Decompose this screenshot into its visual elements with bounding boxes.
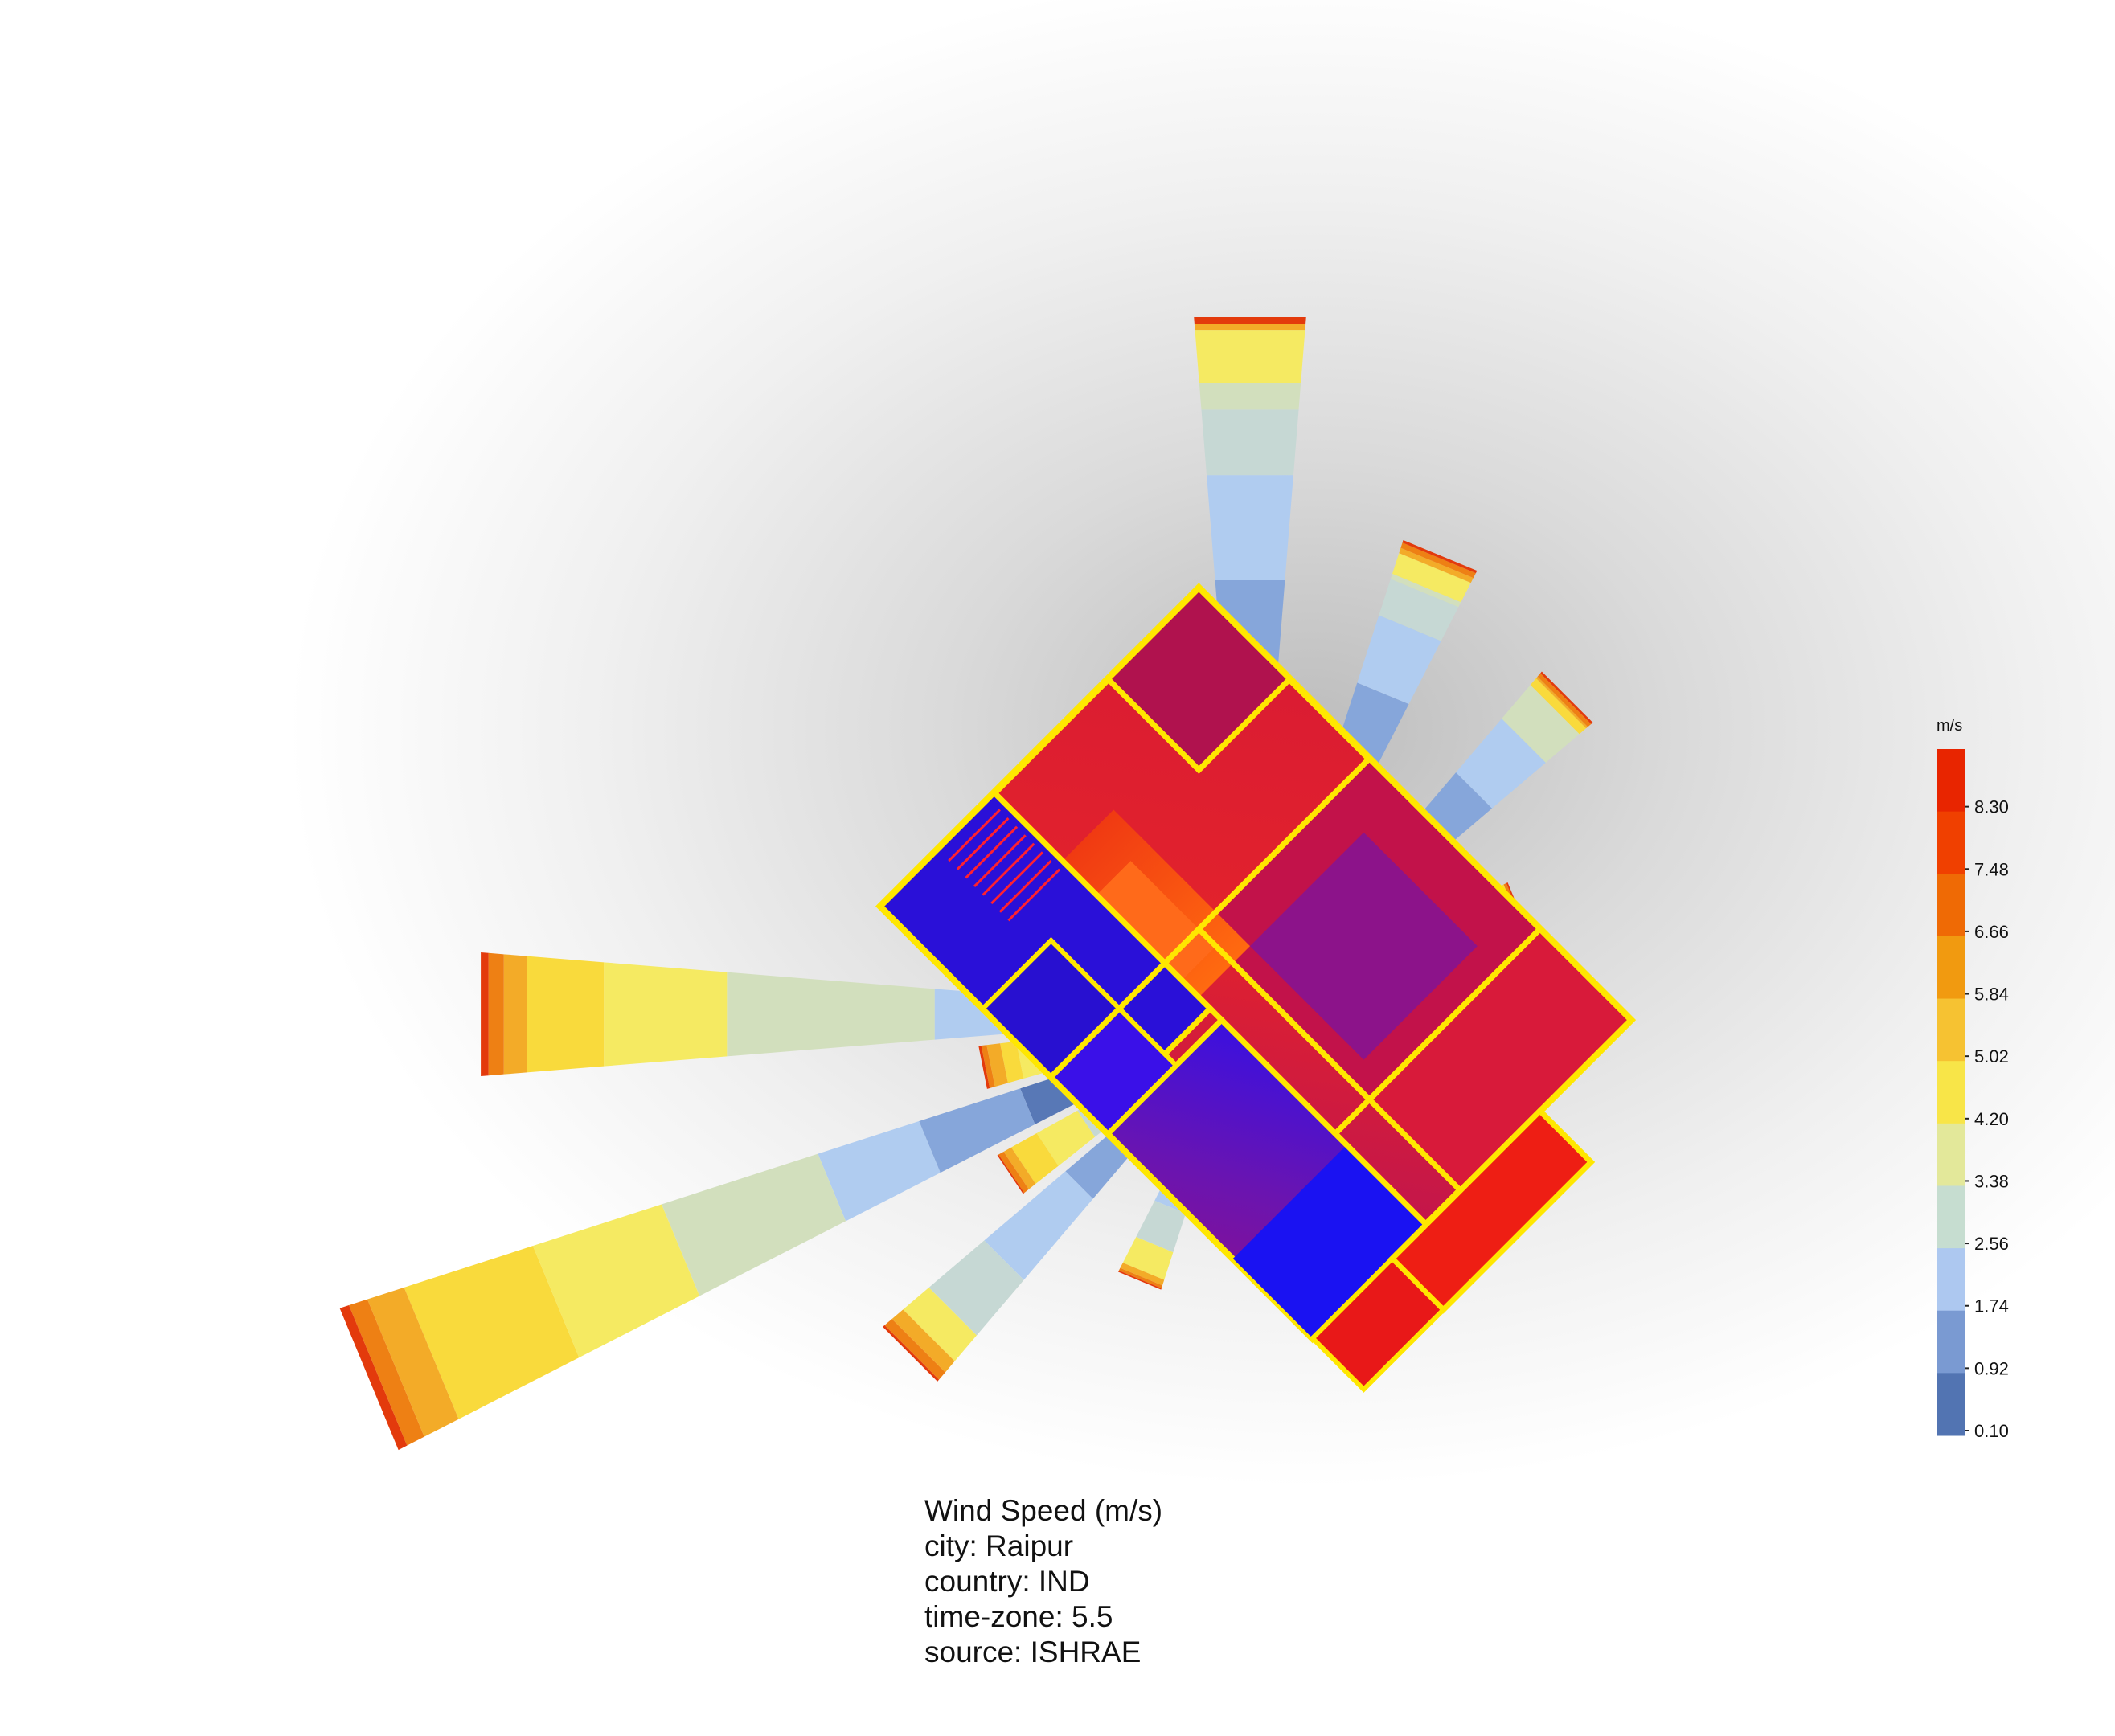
petal-9-band-8 (981, 1045, 995, 1088)
petal-8-band-7 (367, 1287, 459, 1437)
petal-10-band-6 (527, 956, 605, 1073)
petal-5-band-8 (1118, 1267, 1163, 1288)
petal-10-band-4 (727, 972, 935, 1057)
caption-source: source: ISHRAE (924, 1636, 1142, 1668)
petal-8-band-4 (661, 1153, 846, 1296)
chart-caption: Wind Speed (m/s) city: Raipur country: I… (924, 1493, 1162, 1670)
petal-7-band-8 (998, 1151, 1029, 1194)
legend-band-5 (1937, 1061, 1965, 1124)
legend-band-7 (1937, 1185, 1965, 1249)
legend-tick-label: 6.66 (1974, 922, 2009, 942)
legend-band-0 (1937, 749, 1965, 813)
petal-2-band-2 (1456, 719, 1546, 809)
building-room (1104, 583, 1294, 774)
petal-10-band-8 (488, 952, 504, 1076)
petal-2-band-8 (1537, 673, 1592, 727)
caption-city: city: Raipur (924, 1529, 1074, 1562)
petal-1-band-4 (1390, 573, 1461, 608)
legend-unit-label: m/s (1937, 717, 1963, 735)
petal-1-band-2 (1357, 615, 1441, 704)
petal-10-band-5 (604, 962, 728, 1067)
petal-6-band-8 (884, 1319, 945, 1380)
petal-2-band-7 (1535, 676, 1588, 729)
staircase (948, 809, 1061, 922)
caption-title: Wind Speed (m/s) (924, 1494, 1163, 1527)
legend-tick-label: 4.20 (1974, 1109, 2009, 1129)
petal-5-band-7 (1120, 1263, 1165, 1286)
legend-band-1 (1937, 811, 1965, 874)
petal-8-band-1 (919, 1088, 1035, 1173)
petal-2-band-9 (1540, 671, 1593, 724)
petal-7-band-7 (1003, 1147, 1036, 1189)
building-plan (875, 583, 1637, 1393)
petal-8-band-5 (532, 1204, 700, 1358)
building-room (1232, 1144, 1427, 1339)
building-walls (992, 756, 1543, 1227)
building-room (1079, 861, 1216, 997)
petal-7-band-9 (997, 1154, 1025, 1194)
petal-0-band-3 (1201, 409, 1299, 476)
petal-1-band-3 (1379, 579, 1459, 641)
petal-5-band-5 (1122, 1236, 1174, 1280)
legend-band-4 (1937, 998, 1965, 1062)
legend-tick-label: 5.02 (1974, 1046, 2009, 1067)
legend-tick-label: 0.10 (1974, 1421, 2009, 1441)
legend-tick-label: 0.92 (1974, 1358, 2009, 1378)
petal-1-band-8 (1400, 542, 1476, 579)
legend-band-3 (1937, 936, 1965, 1000)
petal-9-band-9 (978, 1045, 990, 1089)
petal-10-band-7 (503, 954, 527, 1075)
building-annex (1309, 1255, 1447, 1393)
petal-2-band-4 (1502, 685, 1580, 763)
petal-2-band-6 (1530, 678, 1587, 735)
color-legend: 8.30 7.48 6.66 5.84 5.02 4.20 3.38 2.56 1.74 0.92… (1937, 749, 2009, 1441)
petal-6-band-9 (883, 1325, 940, 1382)
petal-1-band-9 (1402, 540, 1478, 574)
legend-band-2 (1937, 874, 1965, 937)
petal-8-band-2 (818, 1121, 941, 1222)
legend-band-10 (1937, 1373, 1965, 1436)
petal-5-band-9 (1118, 1270, 1162, 1290)
petal-1-band-7 (1399, 547, 1474, 583)
legend-band-6 (1937, 1123, 1965, 1186)
petal-6-band-2 (984, 1171, 1093, 1280)
petal-8-band-6 (404, 1246, 580, 1419)
petal-8-band-8 (349, 1299, 424, 1446)
petal-8-band-9 (339, 1305, 408, 1451)
caption-country: country: IND (924, 1565, 1090, 1598)
legend-tick-label: 2.56 (1974, 1234, 2009, 1254)
legend-tick-label: 8.30 (1974, 797, 2009, 817)
petal-9-band-7 (986, 1043, 1008, 1087)
petal-0-band-7 (1194, 323, 1306, 331)
caption-timezone: time-zone: 5.5 (924, 1600, 1113, 1633)
petal-7-band-5 (1036, 1110, 1096, 1166)
petal-7-band-6 (1010, 1133, 1059, 1185)
legend-tick-label: 1.74 (1974, 1296, 2009, 1316)
petal-6-band-7 (891, 1309, 955, 1373)
petal-0-band-9 (1194, 317, 1306, 324)
legend-band-8 (1937, 1248, 1965, 1312)
legend-tick-label: 3.38 (1974, 1171, 2009, 1191)
petal-0-band-4 (1199, 383, 1301, 410)
legend-band-9 (1937, 1310, 1965, 1374)
legend-tick-label: 7.48 (1974, 859, 2009, 879)
petal-6-band-5 (903, 1288, 977, 1361)
petal-6-band-3 (928, 1240, 1024, 1336)
petal-0-band-5 (1195, 330, 1305, 383)
petal-1-band-5 (1392, 553, 1471, 603)
petal-0-band-2 (1207, 475, 1293, 581)
legend-tick-label: 5.84 (1974, 985, 2009, 1005)
petal-10-band-9 (481, 952, 489, 1076)
petal-5-band-3 (1136, 1200, 1186, 1253)
petal-9-band-6 (1000, 1041, 1024, 1083)
